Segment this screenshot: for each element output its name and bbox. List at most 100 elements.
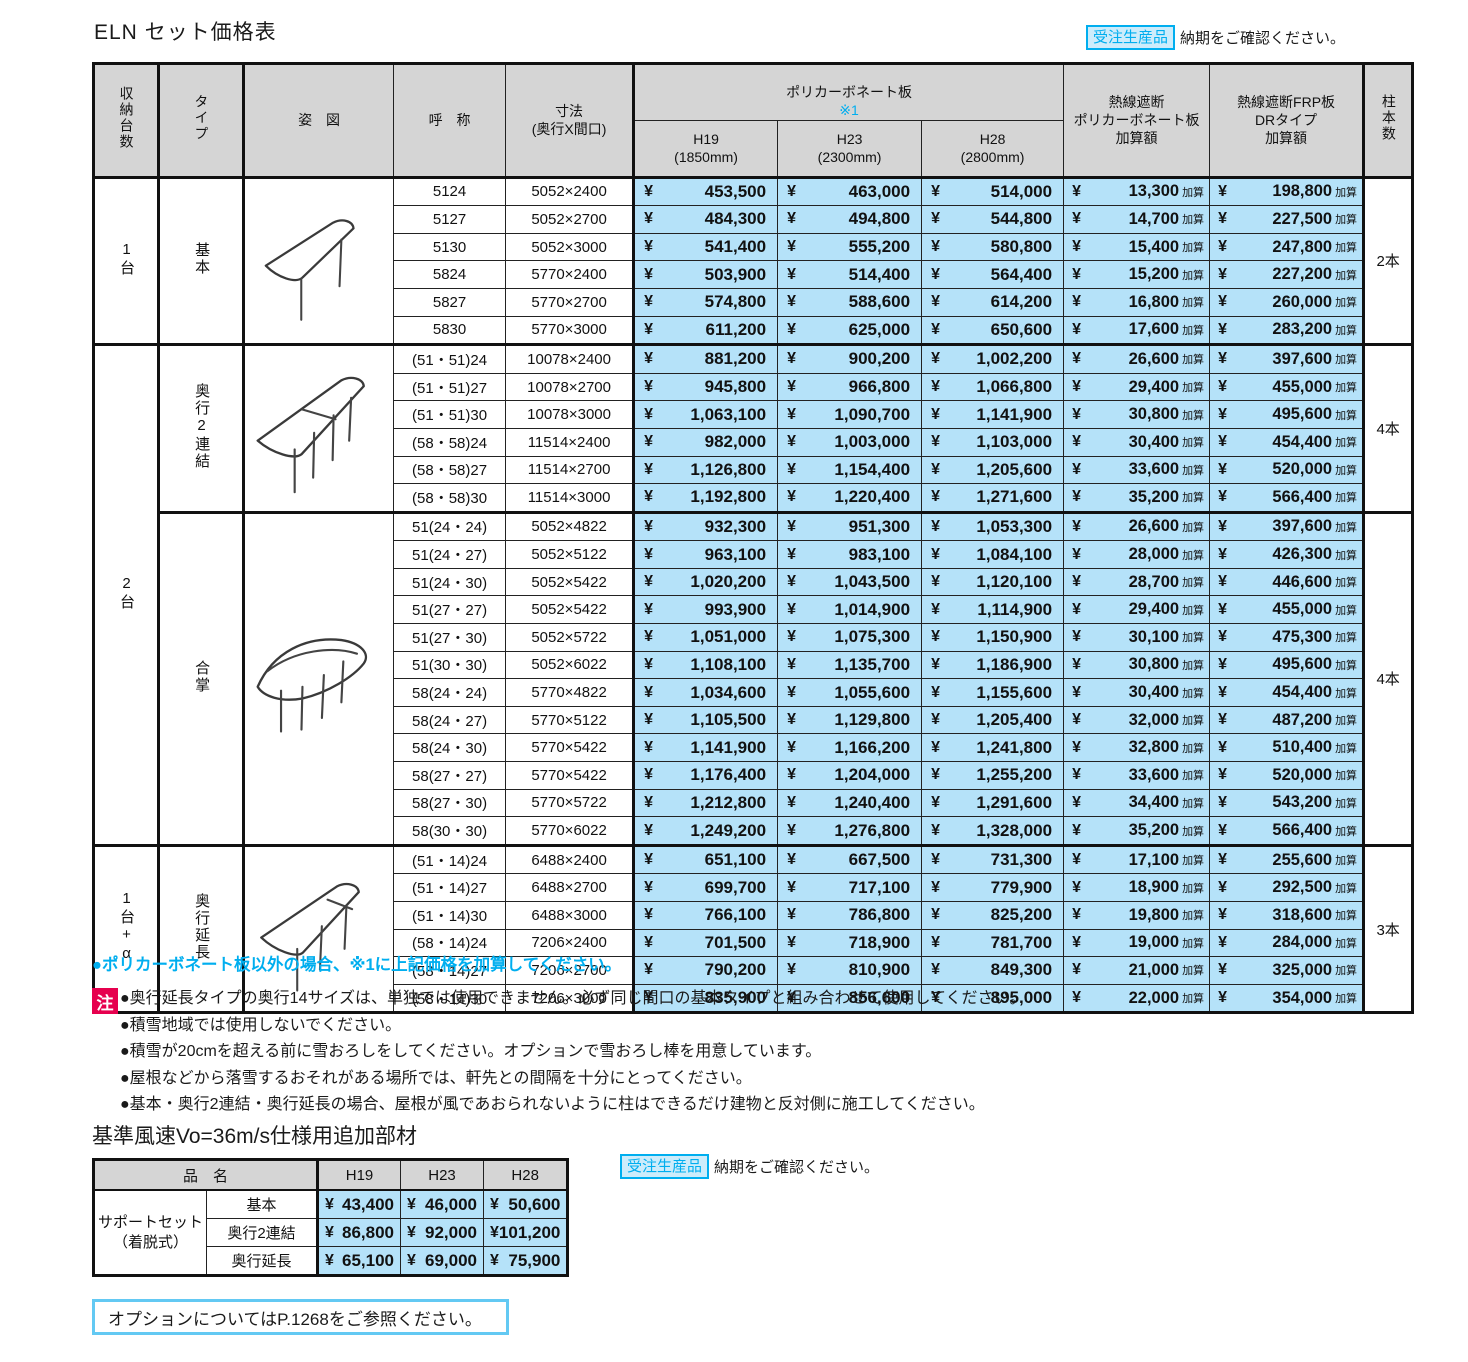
- yen-symbol: ¥: [1072, 182, 1081, 200]
- yen-symbol: ¥: [787, 766, 796, 784]
- kasan-suffix: 加算: [1182, 297, 1205, 310]
- amount: 699,700: [704, 877, 767, 897]
- amount: 1,108,100: [690, 654, 767, 674]
- amount: 292,500: [1272, 878, 1333, 897]
- price-h23-cell: ¥625,000: [777, 315, 923, 346]
- price-value: ¥18,900 加算: [1065, 878, 1209, 897]
- yen-symbol: ¥: [787, 350, 796, 368]
- yen-symbol: ¥: [325, 1251, 334, 1269]
- price-h23-cell: ¥810,900: [777, 956, 923, 985]
- price-value: ¥17,100 加算: [1065, 851, 1209, 870]
- price-h28-cell: ¥1,084,100: [921, 540, 1065, 569]
- header-name: 呼 称: [393, 63, 507, 178]
- price-value: ¥16,800 加算: [1065, 293, 1209, 312]
- price-value: ¥33,600 加算: [1065, 766, 1209, 785]
- price-h28-cell: ¥1,241,800: [921, 733, 1065, 763]
- wind-row-label: 奥行2連結: [206, 1218, 318, 1247]
- price-h23-cell: ¥555,200: [777, 232, 923, 262]
- yen-symbol: ¥: [1218, 517, 1227, 535]
- yen-symbol: ¥: [787, 989, 796, 1007]
- amount: 15,400: [1128, 237, 1180, 256]
- price-h19-cell: ¥701,500: [632, 928, 779, 958]
- price-h23-cell: ¥1,240,400: [777, 788, 923, 818]
- amount: 1,126,800: [690, 459, 767, 479]
- amount: 1,212,800: [690, 792, 767, 812]
- price-value: ¥1,090,700: [779, 405, 921, 425]
- amount: 786,800: [848, 905, 911, 925]
- amount: 1,053,300: [976, 516, 1053, 536]
- yen-symbol: ¥: [787, 851, 796, 869]
- heat-poly-add-cell: ¥19,000 加算: [1063, 928, 1211, 958]
- heat-frp-add-cell: ¥446,600 加算: [1209, 567, 1365, 597]
- amount: 50,600: [508, 1194, 561, 1214]
- header-h19: H19 (1850mm): [632, 119, 779, 178]
- yen-symbol: ¥: [1072, 655, 1081, 673]
- amount: 1,055,600: [834, 682, 911, 702]
- price-value: ¥1,003,000: [779, 432, 921, 452]
- price-h19-cell: ¥881,200: [632, 343, 779, 374]
- yen-symbol: ¥: [1072, 573, 1081, 591]
- price-value: ¥13,300 加算: [1065, 182, 1209, 201]
- model-name-cell: 5824: [393, 260, 507, 289]
- amount: 895,000: [990, 988, 1053, 1008]
- kasan-suffix: 加算: [1335, 382, 1358, 395]
- yen-symbol: ¥: [931, 405, 940, 423]
- amount: 1,120,100: [976, 572, 1053, 592]
- price-h19-cell: ¥1,192,800: [632, 483, 779, 513]
- model-name-cell: (58・14)30: [393, 983, 507, 1014]
- price-h28-cell: ¥1,186,900: [921, 650, 1065, 680]
- price-value: ¥17,600 加算: [1065, 320, 1209, 339]
- yen-symbol: ¥: [931, 517, 940, 535]
- price-h19-cell: ¥574,800: [632, 287, 779, 317]
- kasan-suffix: 加算: [1335, 324, 1358, 337]
- amount: 487,200: [1272, 710, 1333, 729]
- yen-symbol: ¥: [644, 265, 653, 283]
- kasan-suffix: 加算: [1182, 382, 1205, 395]
- price-h23-cell: ¥463,000: [777, 175, 923, 207]
- dimension-cell: 6488×2700: [505, 873, 635, 902]
- price-h23-cell: ¥1,220,400: [777, 483, 923, 513]
- price-value: ¥32,800 加算: [1065, 738, 1209, 757]
- price-value: ¥487,200 加算: [1211, 710, 1363, 730]
- price-value: ¥1,150,900: [923, 627, 1063, 647]
- amount: 983,100: [848, 544, 911, 564]
- amount: 555,200: [848, 237, 911, 257]
- price-h19-cell: ¥766,100: [632, 901, 779, 930]
- amount: 454,400: [1272, 432, 1333, 451]
- amount: 69,000: [425, 1250, 477, 1270]
- yen-symbol: ¥: [1072, 989, 1081, 1007]
- price-h28-cell: ¥1,066,800: [921, 372, 1065, 402]
- yen-symbol: ¥: [1072, 488, 1081, 506]
- price-h19-cell: ¥503,900: [632, 260, 779, 289]
- price-h28-cell: ¥1,002,200: [921, 343, 1065, 374]
- price-h23-cell: ¥1,090,700: [777, 400, 923, 429]
- yen-symbol: ¥: [644, 378, 653, 396]
- order-production-text-2: 納期をご確認ください。: [714, 1159, 880, 1176]
- kasan-suffix: 加算: [1335, 186, 1358, 199]
- price-h28-cell: ¥895,000: [921, 983, 1065, 1014]
- price-value: ¥1,241,800: [923, 738, 1063, 758]
- price-h19-cell: ¥790,200: [632, 956, 779, 985]
- price-value: ¥1,205,400: [923, 710, 1063, 730]
- price-h23-cell: ¥786,800: [777, 901, 923, 930]
- amount: 951,300: [848, 516, 911, 536]
- dimension-cell: 6488×3000: [505, 901, 635, 930]
- kasan-suffix: 加算: [1182, 577, 1205, 590]
- yen-symbol: ¥: [787, 821, 796, 839]
- units-label: 1台: [118, 240, 136, 277]
- price-value: ¥503,900: [637, 265, 777, 285]
- model-name-cell: (58・58)27: [393, 455, 507, 485]
- price-h23-cell: ¥1,003,000: [777, 427, 923, 457]
- amount: 566,400: [1272, 487, 1333, 506]
- wind-price-cell: ¥65,100: [316, 1246, 401, 1276]
- price-value: ¥284,000 加算: [1211, 933, 1363, 952]
- price-value: ¥566,400 加算: [1211, 821, 1363, 840]
- price-value: ¥1,204,000: [779, 765, 921, 785]
- yen-symbol: ¥: [931, 265, 940, 283]
- yen-symbol: ¥: [644, 488, 653, 506]
- yen-symbol: ¥: [1218, 405, 1227, 423]
- price-value: ¥781,700: [923, 933, 1063, 953]
- price-h23-cell: ¥856,600: [777, 983, 923, 1014]
- yen-symbol: ¥: [1218, 738, 1227, 756]
- amount: 65,100: [342, 1250, 394, 1270]
